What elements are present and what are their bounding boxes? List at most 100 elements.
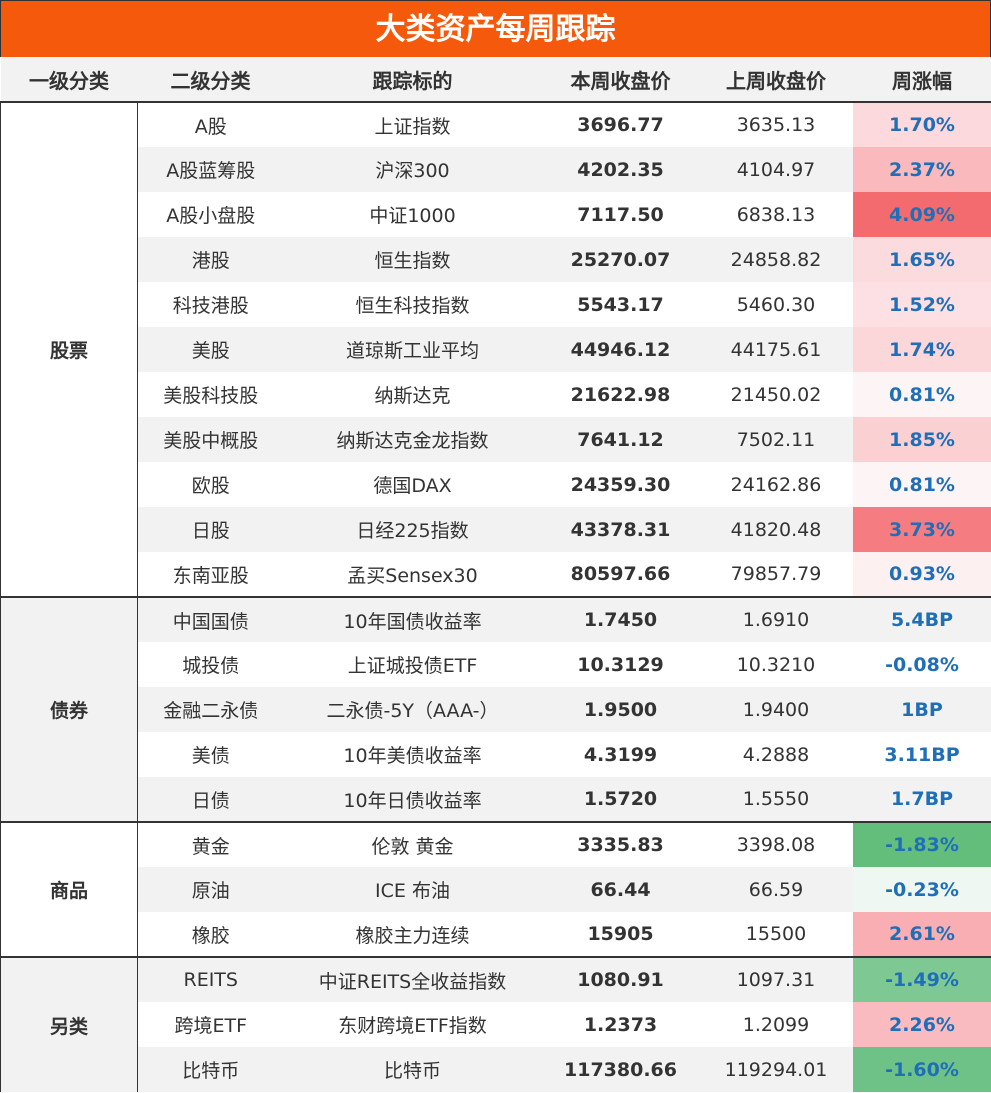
category-cell: 美股 — [137, 327, 284, 372]
category-cell: 城投债 — [137, 642, 284, 687]
change-cell: 4.09% — [852, 192, 991, 237]
category-cell: A股 — [137, 102, 284, 147]
target-cell: 10年国债收益率 — [283, 596, 542, 642]
table-row: 金融二永债 二永债-5Y（AAA-） 1.9500 1.9400 1BP — [1, 687, 991, 732]
this-week-cell: 24359.30 — [541, 462, 700, 507]
target-cell: 恒生科技指数 — [283, 282, 542, 327]
last-week-cell: 1.9400 — [699, 687, 853, 732]
change-cell: 1BP — [852, 687, 991, 732]
column-header: 二级分类 — [137, 57, 284, 103]
last-week-cell: 66.59 — [699, 867, 853, 912]
target-cell: 比特币 — [283, 1047, 542, 1092]
change-cell: -0.23% — [852, 867, 991, 912]
last-week-cell: 1097.31 — [699, 956, 853, 1002]
category-cell: A股蓝筹股 — [137, 147, 284, 192]
last-week-cell: 7502.11 — [699, 417, 853, 462]
target-cell: 上证城投债ETF — [283, 642, 542, 687]
change-cell: 2.61% — [852, 912, 991, 957]
asset-table: 一级分类 二级分类 跟踪标的 本周收盘价 上周收盘价 周涨幅 股票 A股 上证指数 3696.7… — [0, 57, 991, 1092]
last-week-cell: 5460.30 — [699, 282, 853, 327]
change-cell: 1.85% — [852, 417, 991, 462]
title-bar: 大类资产每周跟踪 — [0, 0, 991, 57]
table-row: 日债 10年日债收益率 1.5720 1.5550 1.7BP — [1, 777, 991, 822]
target-cell: 10年美债收益率 — [283, 732, 542, 777]
target-cell: 橡胶主力连续 — [283, 912, 542, 957]
target-cell: 纳斯达克 — [283, 372, 542, 417]
this-week-cell: 66.44 — [541, 867, 700, 912]
this-week-cell: 7641.12 — [541, 417, 700, 462]
table-row: 橡胶 橡胶主力连续 15905 15500 2.61% — [1, 912, 991, 957]
table-row: 另类 REITS 中证REITS全收益指数 1080.91 1097.31 -1.49% — [0, 956, 991, 1092]
change-cell: -1.83% — [852, 821, 991, 867]
category-cell: 美债 — [137, 732, 284, 777]
this-week-cell: 5543.17 — [541, 282, 700, 327]
last-week-cell: 1.6910 — [699, 596, 853, 642]
change-cell: 0.81% — [852, 462, 991, 507]
column-header: 周涨幅 — [852, 57, 991, 103]
target-cell: 孟买Sensex30 — [283, 552, 542, 597]
group-cell: 另类 — [0, 956, 138, 1092]
last-week-cell: 10.3210 — [699, 642, 853, 687]
table-row: 美股科技股 纳斯达克 21622.98 21450.02 0.81% — [1, 372, 991, 417]
category-cell: 原油 — [137, 867, 284, 912]
last-week-cell: 41820.48 — [699, 507, 853, 552]
table-row: 跨境ETF 东财跨境ETF指数 1.2373 1.2099 2.26% — [1, 1002, 991, 1047]
category-cell: 金融二永债 — [137, 687, 284, 732]
this-week-cell: 4.3199 — [541, 732, 700, 777]
target-cell: 伦敦 黄金 — [283, 821, 542, 867]
this-week-cell: 7117.50 — [541, 192, 700, 237]
target-cell: 上证指数 — [283, 102, 542, 147]
category-cell: 欧股 — [137, 462, 284, 507]
table-body: 股票 A股 上证指数 3696.77 3635.13 1.70% A股蓝筹股 沪深300 420… — [0, 102, 991, 1092]
target-cell: 恒生指数 — [283, 237, 542, 282]
last-week-cell: 24858.82 — [699, 237, 853, 282]
group-cell: 债券 — [0, 596, 138, 822]
group-cell: 商品 — [0, 821, 138, 957]
this-week-cell: 4202.35 — [541, 147, 700, 192]
category-cell: 美股科技股 — [137, 372, 284, 417]
last-week-cell: 4.2888 — [699, 732, 853, 777]
last-week-cell: 21450.02 — [699, 372, 853, 417]
table-row: 美债 10年美债收益率 4.3199 4.2888 3.11BP — [1, 732, 991, 777]
change-cell: 5.4BP — [852, 596, 991, 642]
change-cell: 3.11BP — [852, 732, 991, 777]
target-cell: ICE 布油 — [283, 867, 542, 912]
target-cell: 东财跨境ETF指数 — [283, 1002, 542, 1047]
this-week-cell: 117380.66 — [541, 1047, 700, 1092]
table-row: 东南亚股 孟买Sensex30 80597.66 79857.79 0.93% — [1, 552, 991, 597]
table-row: 欧股 德国DAX 24359.30 24162.86 0.81% — [1, 462, 991, 507]
last-week-cell: 4104.97 — [699, 147, 853, 192]
table-row: 港股 恒生指数 25270.07 24858.82 1.65% — [1, 237, 991, 282]
category-cell: 港股 — [137, 237, 284, 282]
last-week-cell: 119294.01 — [699, 1047, 853, 1092]
last-week-cell: 1.2099 — [699, 1002, 853, 1047]
table-row: 美股 道琼斯工业平均 44946.12 44175.61 1.74% — [1, 327, 991, 372]
category-cell: 日股 — [137, 507, 284, 552]
target-cell: 中证1000 — [283, 192, 542, 237]
change-cell: 1.7BP — [852, 777, 991, 822]
change-cell: 2.26% — [852, 1002, 991, 1047]
category-cell: 橡胶 — [137, 912, 284, 957]
table-row: 城投债 上证城投债ETF 10.3129 10.3210 -0.08% — [1, 642, 991, 687]
last-week-cell: 24162.86 — [699, 462, 853, 507]
this-week-cell: 21622.98 — [541, 372, 700, 417]
change-cell: 1.74% — [852, 327, 991, 372]
this-week-cell: 3335.83 — [541, 821, 700, 867]
target-cell: 德国DAX — [283, 462, 542, 507]
table-row: A股小盘股 中证1000 7117.50 6838.13 4.09% — [1, 192, 991, 237]
this-week-cell: 80597.66 — [541, 552, 700, 597]
change-cell: 0.81% — [852, 372, 991, 417]
this-week-cell: 25270.07 — [541, 237, 700, 282]
table-row: 原油 ICE 布油 66.44 66.59 -0.23% — [1, 867, 991, 912]
target-cell: 10年日债收益率 — [283, 777, 542, 822]
this-week-cell: 1.7450 — [541, 596, 700, 642]
table-row: 美股中概股 纳斯达克金龙指数 7641.12 7502.11 1.85% — [1, 417, 991, 462]
category-cell: 中国国债 — [137, 596, 284, 642]
category-cell: REITS — [137, 956, 284, 1002]
change-cell: -0.08% — [852, 642, 991, 687]
change-cell: -1.49% — [852, 956, 991, 1002]
category-cell: 比特币 — [137, 1047, 284, 1092]
table-row: A股蓝筹股 沪深300 4202.35 4104.97 2.37% — [1, 147, 991, 192]
target-cell: 中证REITS全收益指数 — [283, 956, 542, 1002]
